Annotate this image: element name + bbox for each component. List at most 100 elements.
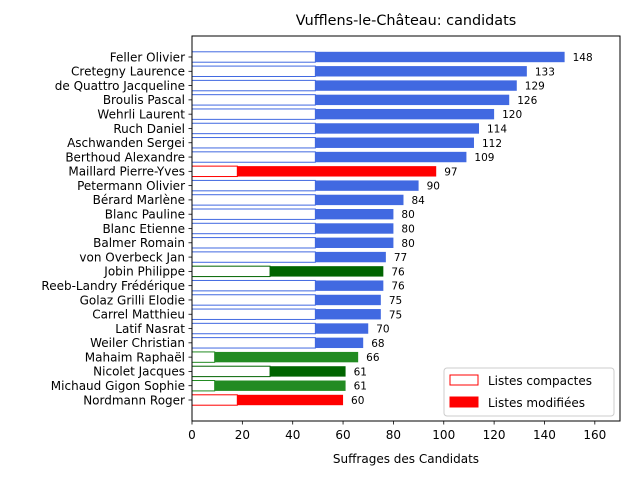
bar-compact bbox=[191, 265, 271, 278]
value-label: 75 bbox=[389, 295, 402, 307]
y-tick-label: de Quattro Jacqueline bbox=[55, 79, 185, 93]
value-label: 126 bbox=[517, 95, 537, 107]
bar-compact bbox=[191, 380, 216, 392]
bar-modified bbox=[237, 394, 344, 406]
bar-modified bbox=[315, 151, 467, 163]
bar-modified bbox=[315, 180, 419, 191]
bar-modified bbox=[270, 366, 346, 377]
x-axis-ticks: 0 20 40 60 80 100 120 140 160 bbox=[188, 421, 606, 442]
x-tick-label: 140 bbox=[533, 428, 556, 442]
bar-compact bbox=[191, 179, 316, 192]
y-tick-label: Feller Olivier bbox=[110, 50, 185, 64]
bar-compact bbox=[191, 237, 316, 249]
value-label: 90 bbox=[427, 181, 440, 193]
bar-modified bbox=[315, 94, 510, 106]
bar-compact bbox=[191, 108, 316, 120]
y-tick-label: Reeb-Landry Frédérique bbox=[41, 279, 185, 293]
bar-compact bbox=[191, 308, 316, 320]
bar-compact bbox=[191, 94, 316, 106]
legend-swatch-modified bbox=[449, 396, 479, 408]
plot-frame bbox=[191, 35, 621, 422]
bar-modified bbox=[315, 80, 517, 91]
bar-modified bbox=[214, 380, 346, 391]
y-tick-label: Nicolet Jacques bbox=[93, 365, 185, 379]
value-label: 68 bbox=[371, 338, 384, 350]
value-label: 76 bbox=[391, 266, 405, 278]
bar-modified bbox=[315, 251, 386, 263]
bar-modified bbox=[214, 351, 359, 363]
x-tick-label: 20 bbox=[235, 428, 250, 442]
bar-compact bbox=[191, 337, 316, 349]
legend-frame bbox=[443, 367, 615, 417]
bar-compact bbox=[191, 165, 238, 178]
bar-compact bbox=[191, 137, 316, 149]
y-tick-label: Aschwanden Sergei bbox=[67, 136, 185, 150]
y-tick-label: Bérard Marlène bbox=[93, 193, 185, 207]
legend: Listes compactes Listes modifiées bbox=[443, 367, 615, 417]
value-label: 77 bbox=[394, 252, 407, 264]
value-label: 80 bbox=[401, 238, 414, 250]
bar-compact bbox=[191, 79, 316, 92]
value-label: 76 bbox=[391, 281, 405, 293]
y-tick-label: Cretegny Laurence bbox=[71, 65, 185, 79]
y-tick-label: Nordmann Roger bbox=[83, 393, 185, 407]
x-tick-label: 40 bbox=[285, 428, 300, 442]
y-tick-label: Wehrli Laurent bbox=[97, 107, 185, 121]
value-label: 129 bbox=[525, 81, 545, 93]
bar-modified bbox=[315, 194, 404, 206]
x-axis-label: Suffrages des Candidats bbox=[333, 452, 479, 466]
y-tick-label: Maillard Pierre-Yves bbox=[68, 165, 185, 179]
y-tick-label: Mahaim Raphaël bbox=[85, 350, 185, 364]
bar-compact bbox=[191, 194, 316, 206]
y-tick-label: Ruch Daniel bbox=[113, 122, 185, 136]
bar-compact bbox=[191, 294, 316, 306]
value-label: 61 bbox=[354, 366, 367, 378]
value-label: 80 bbox=[401, 224, 414, 236]
y-tick-label: von Overbeck Jan bbox=[79, 250, 185, 264]
bar-modified bbox=[315, 66, 527, 77]
bar-compact bbox=[191, 151, 316, 163]
bar-compact bbox=[191, 222, 316, 235]
y-tick-label: Weiler Christian bbox=[90, 336, 185, 350]
bar-compact bbox=[191, 208, 316, 220]
bar-compact bbox=[191, 65, 316, 77]
x-tick-label: 100 bbox=[432, 428, 455, 442]
value-label: 97 bbox=[444, 166, 457, 178]
bar-compact bbox=[191, 251, 316, 263]
y-tick-label: Blanc Pauline bbox=[105, 208, 185, 222]
legend-swatch-compact bbox=[449, 374, 479, 386]
value-label: 84 bbox=[411, 195, 425, 207]
x-tick-label: 120 bbox=[483, 428, 506, 442]
bar-compact bbox=[191, 322, 316, 335]
bar-modified bbox=[270, 266, 384, 277]
bar-modified bbox=[315, 237, 394, 248]
value-label: 80 bbox=[401, 209, 414, 221]
bar-modified bbox=[315, 223, 394, 234]
value-label: 109 bbox=[474, 152, 494, 164]
value-label: 70 bbox=[376, 324, 389, 336]
y-tick-label: Michaud Gigon Sophie bbox=[51, 379, 185, 393]
bar-modified bbox=[315, 209, 394, 220]
legend-label-modified: Listes modifiées bbox=[488, 396, 585, 410]
bar-modified bbox=[315, 280, 384, 291]
chart-title: Vufflens-le-Château: candidats bbox=[296, 13, 517, 29]
bar-compact bbox=[191, 351, 216, 363]
bar-modified bbox=[315, 294, 381, 306]
bar-compact bbox=[191, 394, 238, 406]
bar-compact bbox=[191, 365, 271, 378]
value-label: 61 bbox=[354, 381, 367, 393]
y-tick-label: Latif Nasrat bbox=[115, 322, 185, 336]
y-tick-label: Carrel Matthieu bbox=[92, 308, 185, 322]
y-tick-label: Broulis Pascal bbox=[103, 93, 185, 107]
value-label: 148 bbox=[573, 52, 593, 64]
y-tick-label: Jobin Philippe bbox=[103, 265, 185, 279]
x-tick-label: 60 bbox=[335, 428, 350, 442]
bar-modified bbox=[315, 323, 369, 334]
value-label: 66 bbox=[366, 352, 380, 364]
value-label: 114 bbox=[487, 123, 507, 135]
bar-modified bbox=[315, 137, 474, 148]
y-tick-label: Balmer Romain bbox=[93, 236, 185, 250]
value-label: 112 bbox=[482, 138, 502, 150]
